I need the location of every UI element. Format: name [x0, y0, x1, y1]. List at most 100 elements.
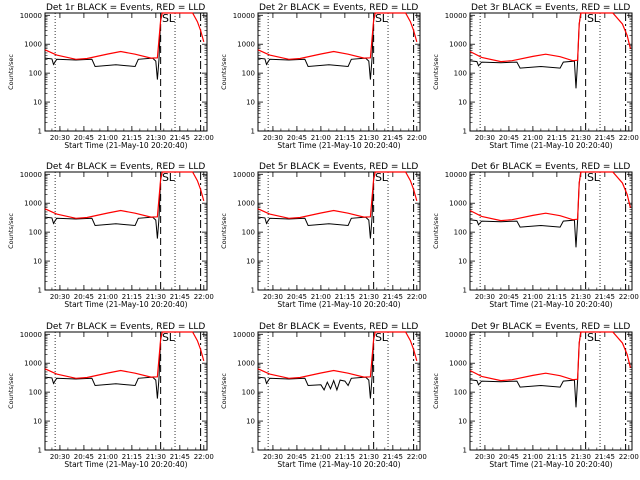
y-tick-label: 10 [458, 258, 467, 266]
plot-frame [257, 12, 421, 132]
detector-name: Det 1r [46, 3, 75, 13]
x-tick-label: 20:45 [499, 293, 519, 301]
x-tick-label: 21:00 [98, 293, 118, 301]
y-tick-label: 1000 [24, 41, 42, 49]
y-axis-label: Counts/sec [432, 373, 440, 409]
y-tick-label: 100 [242, 229, 255, 237]
series-events [257, 12, 376, 80]
panel-det-5: Det 5r BLACK = Events, RED = LLD 1 10 100 10… [220, 162, 427, 309]
series-lld [257, 171, 418, 219]
series-events [257, 331, 376, 399]
panel-det-6: Det 6r BLACK = Events, RED = LLD 1 10 100 10… [432, 162, 639, 309]
y-tick-label: 10 [458, 99, 467, 107]
x-tick-label: 22:00 [619, 453, 639, 461]
plot-frame [44, 12, 208, 132]
panel-det-2: Det 2r BLACK = Events, RED = LLD 1 10 100 10… [220, 3, 427, 150]
y-tick-label: 10000 [20, 12, 42, 20]
x-axis-label: Start Time (21-May-10 20:20:40) [489, 300, 612, 309]
detector-name: Det 5r [259, 162, 288, 172]
event-marker-l: L [169, 331, 176, 344]
event-marker-l: L [169, 12, 176, 25]
y-tick-label: 1000 [237, 360, 255, 368]
x-tick-label: 21:15 [122, 134, 142, 142]
x-axis-label: Start Time (21-May-10 20:20:40) [64, 141, 187, 150]
detector-name: Det 3r [471, 3, 500, 13]
x-tick-label: 21:45 [170, 453, 190, 461]
x-tick-label: 21:15 [547, 293, 567, 301]
x-tick-label: 20:30 [475, 134, 495, 142]
y-tick-label: 10 [246, 99, 255, 107]
detector-name: Det 9r [471, 322, 500, 332]
x-tick-label: 20:30 [50, 134, 70, 142]
y-tick-label: 1 [38, 287, 42, 295]
y-tick-label: 1000 [449, 200, 467, 208]
legend-text: BLACK = Events, RED = LLD [287, 3, 418, 13]
y-tick-label: 10 [458, 418, 467, 426]
y-tick-label: 10 [33, 418, 42, 426]
panel-title: Det 5r BLACK = Events, RED = LLD [259, 162, 418, 172]
x-tick-label: 21:30 [146, 134, 166, 142]
series-events [44, 171, 163, 239]
x-tick-label: 21:00 [311, 293, 331, 301]
y-tick-label: 1000 [24, 360, 42, 368]
series-lld [44, 331, 205, 379]
x-tick-label: 20:30 [263, 293, 283, 301]
x-tick-label: 21:00 [98, 453, 118, 461]
y-tick-label: 1 [463, 128, 467, 136]
panel-title: Det 6r BLACK = Events, RED = LLD [471, 162, 630, 172]
x-tick-label: 21:00 [311, 134, 331, 142]
y-axis-label: Counts/sec [432, 213, 440, 249]
event-marker-s: S [375, 171, 382, 184]
y-axis-label: Counts/sec [220, 213, 228, 249]
plot-frame [469, 171, 633, 291]
panel-title: Det 7r BLACK = Events, RED = LLD [46, 322, 205, 332]
plot-frame [257, 331, 421, 451]
event-marker-s: S [587, 331, 594, 344]
y-tick-label: 10 [246, 258, 255, 266]
detector-name: Det 4r [46, 162, 75, 172]
y-tick-label: 10 [33, 99, 42, 107]
y-tick-label: 10000 [445, 171, 467, 179]
panel-title: Det 9r BLACK = Events, RED = LLD [471, 322, 630, 332]
y-tick-label: 1000 [449, 360, 467, 368]
legend-text: BLACK = Events, RED = LLD [499, 3, 630, 13]
series-events [469, 331, 582, 408]
x-tick-label: 21:00 [523, 293, 543, 301]
y-tick-label: 1 [38, 128, 42, 136]
series-lld [257, 331, 418, 379]
y-tick-label: 10000 [20, 331, 42, 339]
x-tick-label: 22:00 [194, 293, 214, 301]
y-axis-label: Counts/sec [7, 373, 15, 409]
x-tick-label: 21:15 [335, 453, 355, 461]
x-tick-label: 22:00 [619, 293, 639, 301]
x-axis-label: Start Time (21-May-10 20:20:40) [64, 460, 187, 469]
x-tick-label: 20:45 [287, 453, 307, 461]
x-axis-label: Start Time (21-May-10 20:20:40) [277, 460, 400, 469]
panel-det-8: Det 8r BLACK = Events, RED = LLD 1 10 100 10… [220, 322, 427, 469]
x-tick-label: 22:00 [194, 134, 214, 142]
panel-title: Det 8r BLACK = Events, RED = LLD [259, 322, 418, 332]
x-tick-label: 21:00 [523, 134, 543, 142]
y-tick-label: 10000 [445, 12, 467, 20]
event-marker-s: S [162, 331, 169, 344]
x-tick-label: 20:45 [74, 453, 94, 461]
panel-det-3: Det 3r BLACK = Events, RED = LLD 1 10 100 10… [432, 3, 639, 150]
x-axis-label: Start Time (21-May-10 20:20:40) [489, 141, 612, 150]
y-axis-label: Counts/sec [220, 373, 228, 409]
series-events [44, 12, 163, 80]
panel-title: Det 4r BLACK = Events, RED = LLD [46, 162, 205, 172]
x-tick-label: 21:00 [311, 453, 331, 461]
y-tick-label: 1000 [449, 41, 467, 49]
y-tick-label: 1 [463, 447, 467, 455]
y-axis-label: Counts/sec [7, 54, 15, 90]
x-tick-label: 20:30 [50, 453, 70, 461]
event-marker-l: L [382, 12, 389, 25]
panel-title: Det 1r BLACK = Events, RED = LLD [46, 3, 205, 13]
x-tick-label: 20:45 [287, 293, 307, 301]
y-tick-label: 10000 [233, 171, 255, 179]
y-tick-label: 10000 [233, 331, 255, 339]
x-tick-label: 21:15 [547, 453, 567, 461]
y-tick-label: 10000 [20, 171, 42, 179]
y-tick-label: 100 [454, 229, 467, 237]
